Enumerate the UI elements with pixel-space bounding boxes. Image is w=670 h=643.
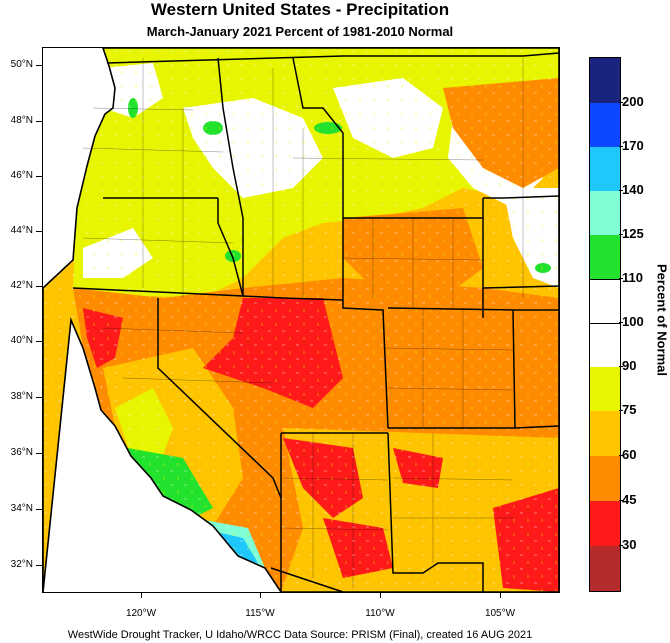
- legend-tick: [619, 410, 623, 411]
- legend-label-75: 75: [622, 402, 637, 417]
- lat-label-34: 34°N: [10, 503, 33, 514]
- legend-swatch-100: [590, 279, 620, 324]
- legend-swatch-110: [590, 235, 620, 279]
- lat-label-44: 44°N: [10, 225, 33, 236]
- lat-tick: [36, 453, 42, 454]
- lat-tick: [36, 65, 42, 66]
- legend-swatch-45: [590, 456, 620, 501]
- lat-label-36: 36°N: [10, 447, 33, 458]
- lat-label-48: 48°N: [10, 115, 33, 126]
- lon-tick: [141, 592, 142, 598]
- lat-tick: [36, 509, 42, 510]
- lat-label-40: 40°N: [10, 335, 33, 346]
- legend-tick: [619, 146, 623, 147]
- legend-label-60: 60: [622, 447, 637, 462]
- legend-colorbar: [589, 57, 621, 592]
- legend-swatch-75: [590, 367, 620, 411]
- lat-label-50: 50°N: [10, 59, 33, 70]
- legend-label-90: 90: [622, 358, 637, 373]
- legend-swatch-below-30: [590, 546, 620, 591]
- legend-tick: [619, 500, 623, 501]
- map-canvas: [43, 48, 559, 592]
- land-area: [43, 48, 559, 592]
- county-lines: [82, 58, 524, 588]
- lat-tick: [36, 286, 42, 287]
- legend-tick: [619, 278, 623, 279]
- legend-label-100: 100: [622, 314, 644, 329]
- legend-label-125: 125: [622, 226, 644, 241]
- legend-label-140: 140: [622, 182, 644, 197]
- legend-label-45: 45: [622, 492, 637, 507]
- lon-label-115: 115°W: [245, 608, 275, 619]
- legend-swatch-170: [590, 103, 620, 147]
- lat-label-32: 32°N: [10, 559, 33, 570]
- lon-label-110: 110°W: [365, 608, 395, 619]
- legend-title: Percent of Normal: [654, 264, 670, 376]
- lat-tick: [36, 231, 42, 232]
- lat-label-46: 46°N: [10, 170, 33, 181]
- source-footer: WestWide Drought Tracker, U Idaho/WRCC D…: [67, 629, 533, 641]
- lat-label-42: 42°N: [10, 280, 33, 291]
- lon-label-105: 105°W: [484, 608, 516, 619]
- legend-tick: [619, 545, 623, 546]
- map-title: Western United States - Precipitation: [150, 0, 450, 19]
- lat-tick: [36, 341, 42, 342]
- lat-tick: [36, 121, 42, 122]
- lat-tick: [36, 397, 42, 398]
- legend-label-30: 30: [622, 537, 637, 552]
- legend-tick: [619, 234, 623, 235]
- legend-swatch-90: [590, 323, 620, 368]
- precipitation-map: [42, 47, 560, 593]
- legend-swatch-60: [590, 411, 620, 456]
- legend-label-200: 200: [622, 94, 644, 109]
- map-subtitle: March-January 2021 Percent of 1981-2010 …: [146, 24, 454, 39]
- lon-label-120: 120°W: [125, 608, 157, 619]
- legend-label-170: 170: [622, 138, 644, 153]
- lat-label-38: 38°N: [10, 391, 33, 402]
- legend-tick: [619, 190, 623, 191]
- legend-tick: [619, 455, 623, 456]
- lon-tick: [260, 592, 261, 598]
- lat-tick: [36, 176, 42, 177]
- lat-tick: [36, 565, 42, 566]
- legend-tick: [619, 102, 623, 103]
- lon-tick: [500, 592, 501, 598]
- legend-tick: [619, 366, 623, 367]
- legend-label-110: 110: [622, 270, 643, 285]
- state-boundaries: [72, 52, 559, 592]
- legend-swatch-140: [590, 147, 620, 191]
- lon-tick: [380, 592, 381, 598]
- legend-swatch-200: [590, 58, 620, 103]
- legend-swatch-30: [590, 501, 620, 546]
- legend-tick: [619, 322, 623, 323]
- legend-swatch-125: [590, 191, 620, 235]
